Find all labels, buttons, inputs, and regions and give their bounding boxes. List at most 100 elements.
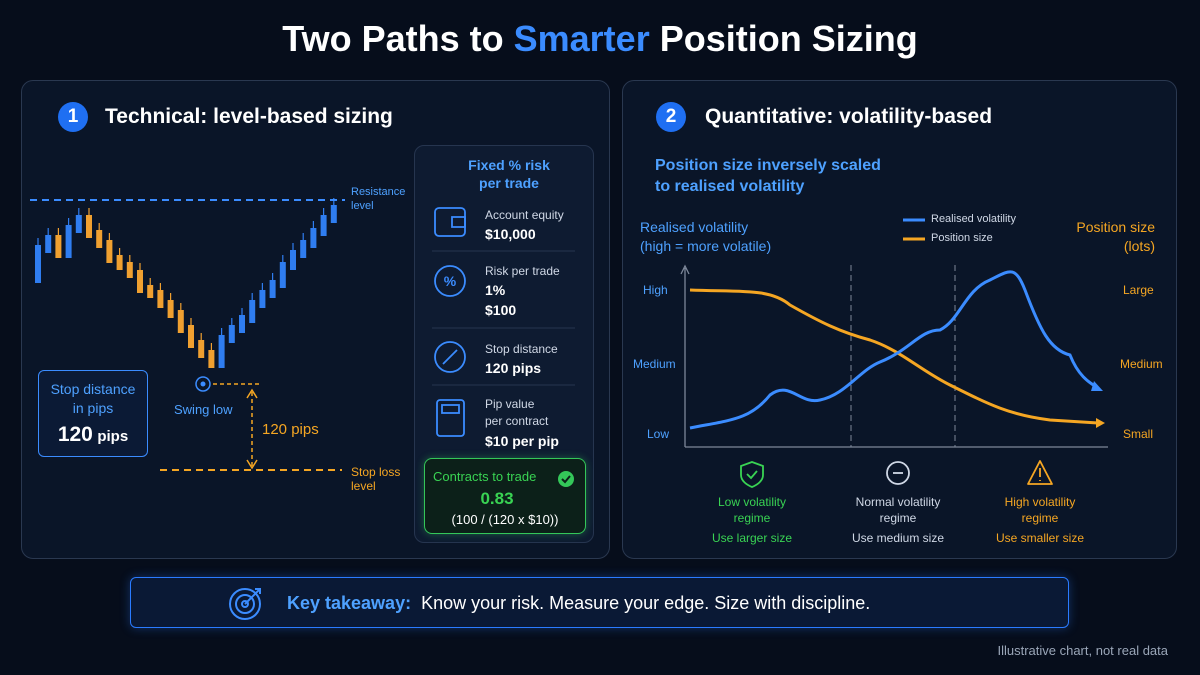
item-label: Pip value xyxy=(485,397,535,411)
candle-body xyxy=(147,285,154,298)
candle-body xyxy=(167,300,174,318)
shield-icon xyxy=(740,461,764,488)
volatility-line xyxy=(689,270,1099,430)
label-line: in pips xyxy=(72,400,114,416)
candles xyxy=(35,198,337,368)
candle-body xyxy=(269,280,276,298)
card-item: Account equity $10,000 xyxy=(485,206,564,245)
title-part: Position Sizing xyxy=(649,18,918,59)
check-icon xyxy=(558,471,574,487)
regime-action: Use larger size xyxy=(711,531,793,545)
regime-action: Use medium size xyxy=(851,531,945,545)
warning-icon xyxy=(1027,460,1053,485)
target-icon xyxy=(229,588,261,620)
right-tick: Small xyxy=(1123,427,1154,441)
item-value: 1% xyxy=(485,282,506,298)
candle-body xyxy=(116,255,123,270)
candle-body xyxy=(290,250,296,270)
stop-unit: pips xyxy=(97,428,129,445)
title: Two Paths to Smarter Position Sizing xyxy=(0,18,1200,60)
arrow-head xyxy=(1091,381,1103,391)
title-part: Two Paths to xyxy=(282,18,514,59)
footer: Illustrative chart, not real data xyxy=(997,643,1168,658)
item-value: $10 per pip xyxy=(485,433,559,449)
distance-label: 120 pips xyxy=(262,421,319,438)
candle-body xyxy=(218,335,225,368)
right-tick: Large xyxy=(1123,283,1154,297)
step-number: 2 xyxy=(665,106,677,127)
label-line: Stop loss xyxy=(351,465,401,479)
stop-box xyxy=(38,370,148,457)
panel-heading: Quantitative: volatility-based xyxy=(705,105,993,128)
left-axis-label: Realised volatility (high = more volatile… xyxy=(640,218,771,256)
result-box xyxy=(424,458,586,534)
label-line: High volatility xyxy=(1004,495,1076,509)
left-tick: High xyxy=(643,283,668,297)
stop-loss-label: Stop loss level xyxy=(351,465,400,493)
right-axis-label: Position size (lots) xyxy=(1076,218,1155,256)
panel-heading: Technical: level-based sizing xyxy=(105,105,393,128)
label-line: Fixed % risk xyxy=(468,157,550,173)
label-line: Stop distance xyxy=(50,381,136,397)
candle-body xyxy=(188,325,194,348)
title-highlight: Smarter xyxy=(513,18,650,59)
axes xyxy=(680,264,1108,448)
regime-action: Use smaller size xyxy=(995,531,1085,545)
candle-body xyxy=(177,310,184,333)
candle-body xyxy=(106,240,113,263)
arrow-head xyxy=(1096,418,1105,428)
candle-body xyxy=(126,262,133,278)
check-mark xyxy=(561,475,571,484)
item-value: $100 xyxy=(485,302,517,318)
label-line: (lots) xyxy=(1123,238,1155,254)
result-formula: (100 / (120 x $10)) xyxy=(451,512,559,527)
left-tick: Medium xyxy=(633,357,676,371)
label-line: Low volatility xyxy=(717,495,787,509)
label-line: Resistance xyxy=(351,186,406,198)
label-line: level xyxy=(351,479,376,493)
candle-body xyxy=(330,205,337,223)
label-line: per trade xyxy=(479,175,539,191)
card-item: Risk per trade 1% $100 xyxy=(485,262,560,320)
result-label: Contracts to trade xyxy=(433,469,537,484)
label-line: Position size inversely scaled xyxy=(655,157,881,174)
candle-body xyxy=(300,240,307,258)
candle-body xyxy=(320,215,327,236)
item-label: per contract xyxy=(485,414,549,428)
left-tick: Low xyxy=(647,427,670,441)
subtitle: Position size inversely scaled to realise… xyxy=(655,155,881,197)
card-title: Fixed % risk per trade xyxy=(468,156,591,192)
candle-body xyxy=(249,300,256,323)
candle-body xyxy=(239,315,245,333)
candle-body xyxy=(45,235,52,253)
takeaway: Key takeaway: Know your risk. Measure yo… xyxy=(287,593,870,614)
percent-icon: % xyxy=(444,273,457,289)
swing-low-label: Swing low xyxy=(174,402,233,417)
label-line: regime xyxy=(879,511,917,525)
step-badge xyxy=(656,102,686,132)
card-item: Pip value per contract $10 per pip xyxy=(485,396,559,452)
candle-body xyxy=(137,270,143,293)
swing-marker-dot xyxy=(200,381,206,387)
resistance-label: Resistance level xyxy=(351,185,405,213)
right-tick: Medium xyxy=(1120,357,1163,371)
step-number: 1 xyxy=(67,106,79,127)
item-label: Risk per trade xyxy=(485,264,560,278)
candle-body xyxy=(35,245,41,283)
takeaway-label: Key takeaway: xyxy=(287,593,412,613)
item-label: Account equity xyxy=(485,208,564,222)
label-line: Normal volatility xyxy=(855,495,941,509)
card-icons xyxy=(434,207,466,437)
candle-body xyxy=(228,325,235,343)
candle-body xyxy=(65,225,72,258)
candle-body xyxy=(96,230,103,248)
item-label: Stop distance xyxy=(485,342,558,356)
candle-body xyxy=(157,290,164,308)
label-line: regime xyxy=(733,511,771,525)
takeaway-text: Know your risk. Measure your edge. Size … xyxy=(421,593,871,613)
item-value: 120 pips xyxy=(485,360,542,376)
regime: High volatility regime Use smaller size xyxy=(996,494,1128,546)
candle-body xyxy=(86,215,92,238)
candle-body xyxy=(75,215,82,233)
